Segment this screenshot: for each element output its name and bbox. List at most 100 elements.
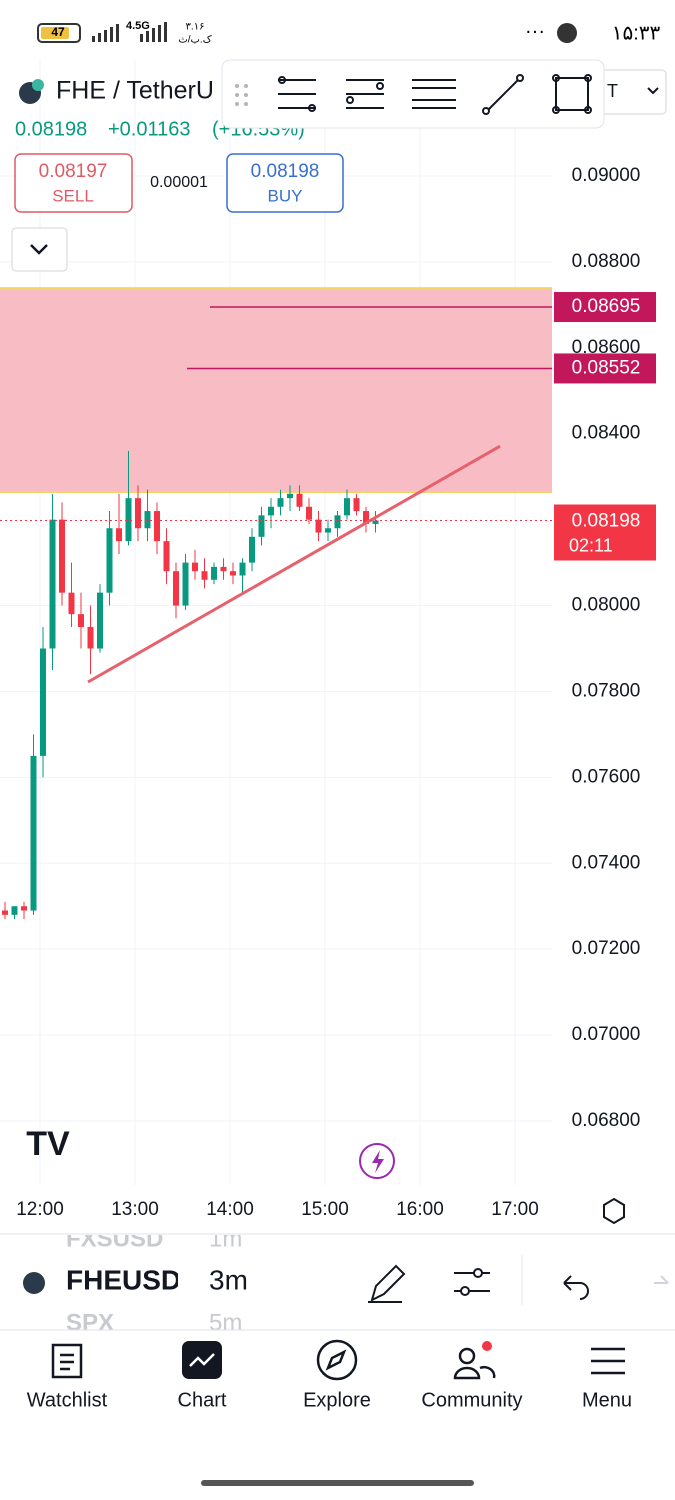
y-tick-label: 0.06800	[572, 1110, 641, 1131]
candle-body	[363, 511, 369, 524]
candle-body	[182, 562, 189, 606]
redo-button[interactable]	[654, 1275, 669, 1284]
flash-icon	[372, 1150, 384, 1173]
candle-body	[78, 614, 84, 628]
buy-label: BUY	[268, 186, 303, 205]
candle-body	[344, 498, 350, 516]
drag-handle	[235, 84, 248, 106]
candle-body	[230, 571, 236, 576]
candle-body	[21, 906, 27, 911]
collapse-caret	[30, 244, 48, 255]
nav-label[interactable]: Watchlist	[27, 1389, 108, 1411]
community-icon	[453, 1365, 496, 1380]
bottom-nav: Watchlist Chart Explore Community Menu	[27, 1389, 632, 1411]
candle-body	[372, 520, 379, 524]
collapse-button[interactable]	[11, 227, 68, 272]
plot-area	[0, 60, 552, 1185]
interval-item[interactable]: 5m	[209, 1309, 242, 1336]
countdown: 02:11	[569, 535, 613, 555]
candle-body	[239, 562, 246, 576]
symbol-item: SPX	[66, 1309, 114, 1336]
candle-body	[87, 627, 94, 649]
flash-button[interactable]	[359, 1143, 395, 1179]
network-text: 4.5G	[126, 20, 150, 32]
price-line-label: 0.08552	[572, 357, 641, 378]
more-dots: ···	[525, 20, 545, 42]
candle-body	[97, 592, 103, 649]
candle-body	[144, 511, 151, 529]
battery-level	[41, 27, 69, 39]
y-tick-label: 0.08400	[572, 423, 641, 444]
indicators-button[interactable]	[454, 1268, 490, 1296]
nav-label[interactable]: Menu	[582, 1389, 632, 1411]
candle-body	[106, 528, 113, 593]
tool-fib[interactable]	[278, 76, 316, 112]
telegram-icon	[557, 23, 577, 43]
signal-icon	[92, 22, 167, 42]
tool-trendline[interactable]	[482, 74, 524, 115]
notification-dot	[482, 1341, 492, 1351]
settings-icon[interactable]	[603, 1197, 625, 1225]
price-line-label: 0.08695	[572, 296, 641, 317]
x-tick-label: 12:00	[16, 1199, 64, 1220]
candle-body	[59, 519, 65, 593]
sell-price: 0.08197	[39, 161, 108, 182]
interval-item[interactable]: 1m	[209, 1225, 242, 1252]
dropdown-caret	[647, 87, 659, 95]
candle-body	[40, 648, 46, 756]
nav-label[interactable]: Explore	[303, 1389, 371, 1411]
symbol-title[interactable]: FHE / TetherU	[56, 77, 214, 105]
drawing-toolbar	[221, 59, 605, 129]
candle-body	[135, 498, 141, 529]
draw-button[interactable]	[368, 1264, 406, 1303]
x-tick-label: 15:00	[301, 1199, 349, 1220]
y-tick-label: 0.07000	[572, 1024, 641, 1045]
chart-icon	[182, 1341, 222, 1379]
battery-icon	[37, 23, 81, 43]
price-line-label-bg	[554, 292, 656, 323]
sell-label: SELL	[52, 186, 94, 205]
explore-icon	[316, 1339, 358, 1381]
menu-icon	[591, 1347, 625, 1375]
clock: ۱۵:۳۳	[612, 22, 661, 44]
sell-button[interactable]	[14, 153, 133, 213]
nav-label[interactable]: Community	[421, 1389, 522, 1411]
y-tick-label: 0.07800	[572, 680, 641, 701]
symbol-item: FXSUSD	[66, 1225, 163, 1252]
undo-button[interactable]	[563, 1275, 589, 1300]
symbol-bar: FXSUSD 1m FHEUSD 3m SPX 5m	[66, 1225, 248, 1336]
battery-text: 47	[51, 25, 65, 39]
zone	[0, 288, 552, 493]
nav-label[interactable]: Chart	[178, 1389, 227, 1411]
candle-body	[287, 493, 293, 499]
symbol-bar-logo	[23, 1272, 45, 1294]
candle-body	[125, 498, 132, 542]
last-price-bg	[554, 504, 656, 561]
x-tick-label: 14:00	[206, 1199, 254, 1220]
speed-value: ۳.۱۶	[186, 22, 205, 33]
buy-button[interactable]	[226, 153, 344, 213]
candle-body	[306, 506, 312, 520]
y-tick-label: 0.08000	[572, 595, 641, 616]
tool-fib-ext[interactable]	[346, 79, 384, 109]
candle-body	[258, 515, 265, 537]
candle-body	[211, 566, 217, 580]
chart-icon-line	[189, 1353, 215, 1367]
x-tick-label: 13:00	[111, 1199, 159, 1220]
tool-rectangle[interactable]	[552, 74, 592, 114]
change: +0.01163	[108, 118, 191, 140]
symbol-logo-badge	[32, 79, 44, 91]
tool-lines[interactable]	[412, 79, 456, 109]
interval-item[interactable]: 3m	[209, 1264, 248, 1295]
candle-body	[296, 493, 303, 507]
candle-body	[49, 519, 56, 649]
candle-body	[277, 498, 284, 507]
candle-body	[334, 515, 341, 529]
dropdown-text: T	[607, 81, 618, 101]
y-tick-label: 0.08600	[572, 337, 641, 358]
candle-body	[315, 519, 322, 533]
x-tick-label: 17:00	[491, 1199, 539, 1220]
candle-body	[68, 592, 75, 615]
